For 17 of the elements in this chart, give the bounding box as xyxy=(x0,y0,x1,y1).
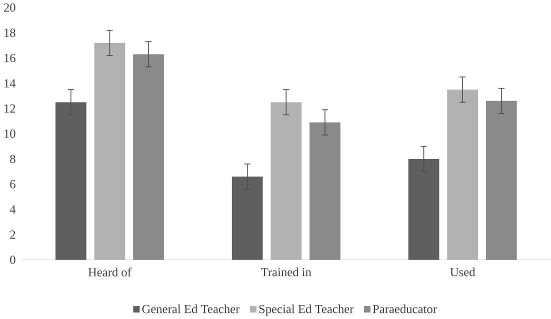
legend-label: Paraeducator xyxy=(372,304,437,314)
y-tick-label: 8 xyxy=(10,154,16,164)
y-tick-label: 0 xyxy=(10,256,16,264)
x-tick-label: Used xyxy=(450,268,476,276)
y-tick-label: 14 xyxy=(4,79,16,88)
y-tick-label: 2 xyxy=(10,230,16,239)
x-tick-label: Heard of xyxy=(88,268,132,277)
y-tick-label: 4 xyxy=(10,205,16,214)
y-tick-label: 18 xyxy=(4,28,16,38)
y-tick-label: 12 xyxy=(4,104,16,113)
y-tick-label: 10 xyxy=(4,130,16,138)
y-tick-label: 6 xyxy=(10,180,16,188)
y-tick-label: 16 xyxy=(4,54,16,62)
x-tick-label: Trained in xyxy=(261,268,312,276)
y-tick-label: 20 xyxy=(4,4,16,12)
legend-label: Special Ed Teacher xyxy=(259,304,354,316)
legend-label: General Ed Teacher xyxy=(142,304,240,314)
